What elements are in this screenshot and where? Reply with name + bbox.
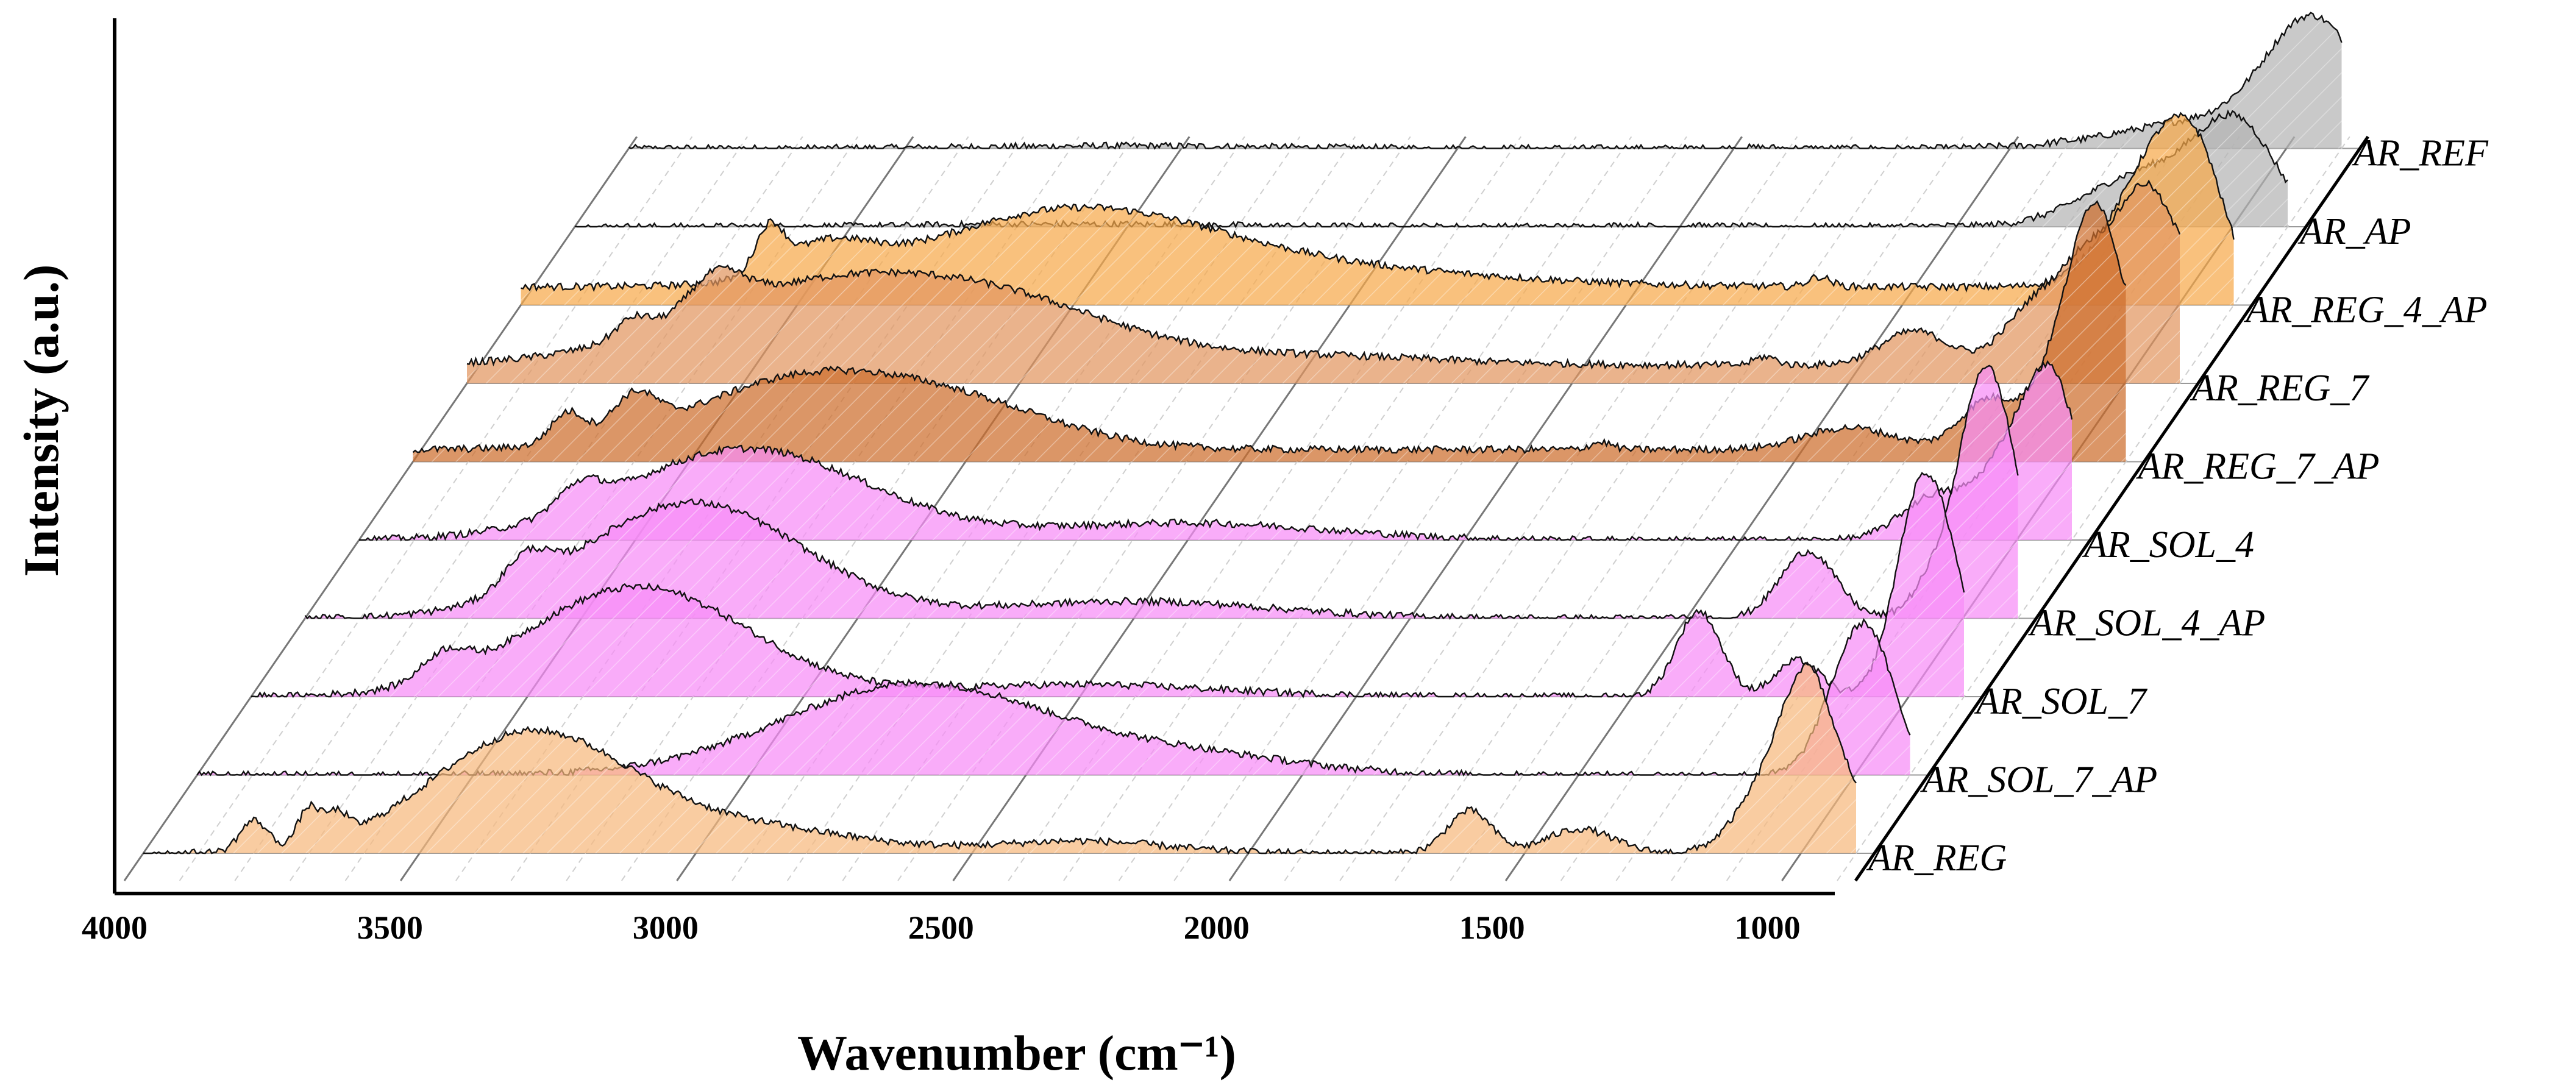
x-tick-label: 3500	[357, 909, 423, 946]
minor-grid-line	[1450, 136, 1964, 881]
series-line	[143, 661, 1857, 855]
series-ar-sol-4	[359, 360, 2073, 542]
minor-grid-line	[1395, 136, 1909, 881]
series-label: AR_REG_7_AP	[2136, 446, 2380, 488]
minor-grid-line	[1284, 136, 1798, 881]
major-grid-line	[123, 136, 638, 881]
series-label: AR_SOL_4_AP	[2028, 603, 2266, 644]
minor-grid-line	[1339, 136, 1853, 881]
series-label: AR_SOL_7_AP	[1920, 759, 2158, 801]
series-label: AR_SOL_4	[2082, 524, 2254, 566]
series-hatch	[251, 473, 1964, 697]
x-tick-label: 2500	[908, 909, 974, 946]
series-line	[412, 200, 2127, 455]
series-hatch	[143, 663, 1856, 853]
x-tick-label: 3000	[633, 909, 699, 946]
x-axis-title: Wavenumber (cm⁻¹)	[797, 1025, 1236, 1081]
series-label: AR_SOL_7	[1974, 681, 2148, 722]
series-line	[574, 109, 2288, 229]
minor-grid-line	[842, 136, 1356, 881]
series-ar-reg-7	[466, 179, 2181, 383]
minor-grid-line	[1837, 136, 2350, 881]
minor-grid-line	[1173, 136, 1687, 881]
minor-grid-line	[1615, 136, 2130, 881]
x-tick-label: 1500	[1459, 909, 1525, 946]
x-tick-label: 2000	[1184, 909, 1250, 946]
series-line	[628, 12, 2343, 150]
minor-grid-line	[234, 136, 748, 881]
series-ar-reg-7-ap	[412, 200, 2127, 462]
series-labels: AR_REF AR_AP AR_REG_4_AP AR_REG_7 AR_REG_7_A…	[1866, 133, 2489, 880]
minor-grid-line	[1118, 136, 1632, 881]
series-ar-reg-4-ap	[521, 112, 2235, 305]
minor-grid-line	[731, 136, 1245, 881]
minor-grid-line	[1560, 136, 2074, 881]
series-hatch	[628, 12, 2342, 149]
series-label: AR_REG_7	[2190, 368, 2370, 409]
axis-layer	[113, 18, 1835, 895]
minor-grid-line	[290, 136, 803, 881]
series-hatch	[575, 111, 2288, 227]
plane-right-edge	[1854, 135, 2369, 882]
series-area	[628, 12, 2342, 149]
series-line	[466, 179, 2181, 370]
series-ar-ref	[628, 12, 2343, 150]
minor-grid-line	[1008, 136, 1521, 881]
series-hatch	[359, 361, 2072, 540]
series-line	[359, 360, 2073, 542]
series-hatch	[413, 201, 2126, 462]
minor-grid-line	[179, 136, 693, 881]
x-tick-labels: 4000 3500 3000 2500 2000 1500 1000	[82, 909, 1801, 946]
series-hatch	[197, 619, 1910, 775]
series-ar-reg	[143, 661, 1857, 855]
series-label: AR_REF	[2352, 133, 2489, 174]
series-ar-sol-7	[251, 472, 1965, 698]
series-hatch	[521, 113, 2234, 305]
x-tick-label: 4000	[82, 909, 148, 946]
series-label: AR_AP	[2297, 211, 2411, 252]
series-line	[251, 472, 1965, 698]
minor-grid-line	[897, 136, 1411, 881]
series-area	[575, 111, 2288, 227]
x-tick-label: 1000	[1735, 909, 1801, 946]
minor-grid-line	[1063, 136, 1577, 881]
series-label: AR_REG_4_AP	[2244, 290, 2488, 331]
series-ar-sol-4-ap	[304, 364, 2019, 620]
major-grid-line	[1228, 136, 1743, 881]
series-hatch	[467, 181, 2180, 383]
series-ar-ap	[574, 109, 2288, 229]
series-label: AR_REG	[1866, 837, 2007, 879]
major-grid-line	[1504, 136, 2019, 881]
series-line	[304, 364, 2019, 620]
y-axis-title: Intensity (a.u.)	[13, 265, 69, 577]
minor-grid-line	[786, 136, 1301, 881]
series-hatch	[305, 365, 2018, 619]
series-line	[521, 112, 2235, 293]
series-layer	[143, 12, 2343, 855]
